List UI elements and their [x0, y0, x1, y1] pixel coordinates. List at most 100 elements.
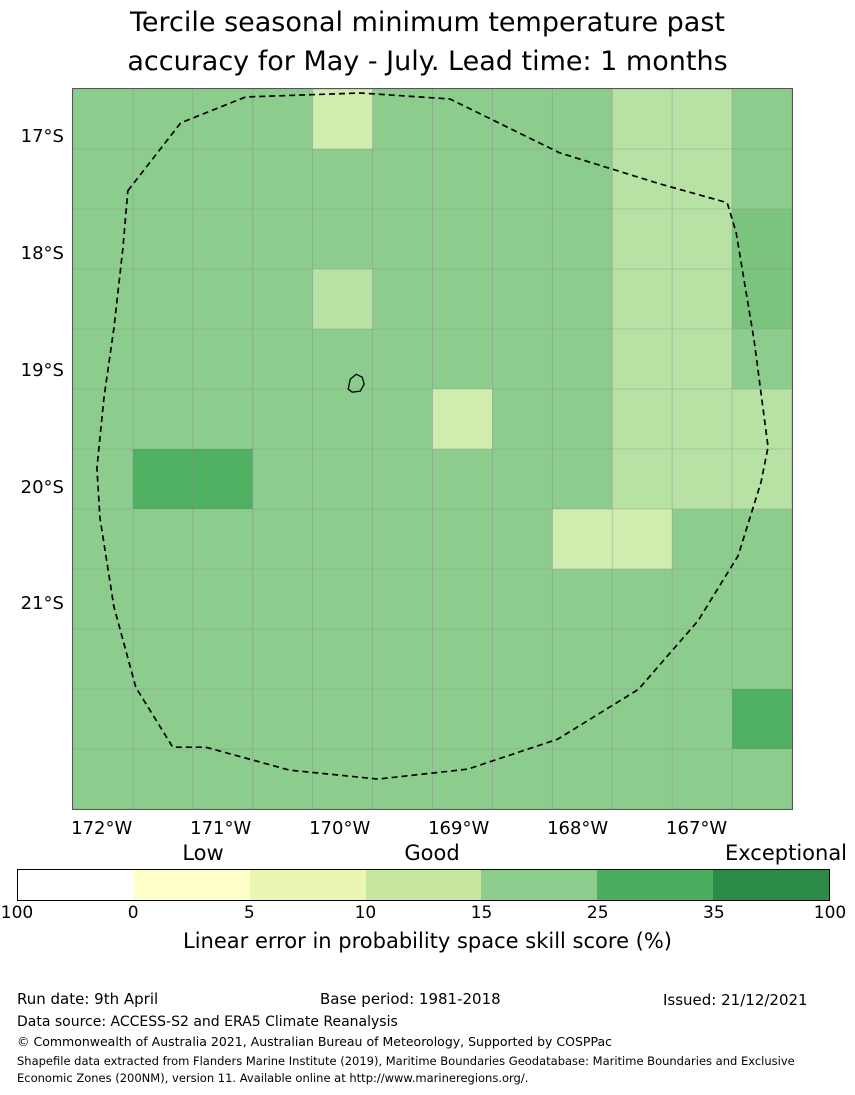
- map-cell: [492, 209, 553, 270]
- map-cell: [192, 568, 254, 630]
- map-cell: [552, 688, 613, 750]
- map-cell: [552, 449, 613, 510]
- map-cell: [612, 389, 673, 450]
- y-axis-tick-label: 21°S: [20, 593, 64, 615]
- map-cell: [612, 568, 673, 630]
- map-cell: [312, 688, 374, 750]
- map-cell: [312, 389, 374, 450]
- map-cell: [372, 748, 434, 809]
- y-axis-tick-label: 19°S: [20, 359, 64, 381]
- colorbar-tick-label: 100: [813, 903, 847, 923]
- map-cell: [492, 508, 553, 570]
- map-cell: [432, 329, 494, 390]
- colorbar-axis-label: Linear error in probability space skill …: [183, 929, 672, 953]
- map-cell: [252, 449, 314, 510]
- map-cell: [252, 568, 314, 630]
- colorbar-segment: [133, 870, 250, 900]
- map-cell: [492, 389, 553, 450]
- map-cell: [552, 568, 613, 630]
- map-cell: [252, 628, 314, 690]
- map-cell: [552, 209, 613, 270]
- map-cell: [612, 449, 673, 510]
- map-cell: [192, 209, 254, 270]
- map-cell: [73, 269, 134, 330]
- map-cell: [132, 508, 194, 570]
- map-cell: [612, 628, 673, 690]
- map-cell: [732, 568, 792, 630]
- map-cell: [432, 209, 494, 270]
- map-cell: [132, 209, 194, 270]
- map-cell: [432, 149, 494, 210]
- map-cell: [672, 628, 733, 690]
- map-cell: [312, 89, 374, 150]
- map-cell: [552, 89, 613, 150]
- map-cell: [312, 149, 374, 210]
- y-axis-tick-label: 18°S: [20, 242, 64, 264]
- map-cell: [73, 89, 134, 150]
- colorbar: [17, 869, 830, 901]
- map-cell: [192, 89, 254, 150]
- map-cell: [612, 209, 673, 270]
- x-axis-tick-label: 169°W: [428, 818, 490, 839]
- colorbar-tick-label: 10: [354, 903, 377, 923]
- map-cell: [192, 449, 254, 510]
- map-cell: [312, 628, 374, 690]
- map-cell: [132, 449, 194, 510]
- map-cell: [132, 89, 194, 150]
- map-cell: [252, 389, 314, 450]
- map-cell: [372, 89, 434, 150]
- map-cell: [732, 329, 792, 390]
- map-cell: [73, 688, 134, 750]
- map-cell: [252, 688, 314, 750]
- map-cell: [192, 508, 254, 570]
- island-outline: [347, 373, 365, 393]
- map-cell: [132, 149, 194, 210]
- map-cell: [132, 568, 194, 630]
- map-cell: [252, 209, 314, 270]
- map-cell: [552, 508, 613, 570]
- map-cell: [132, 688, 194, 750]
- colorbar-tick-label: 35: [703, 903, 725, 923]
- map-cell: [372, 389, 434, 450]
- colorbar-segment: [249, 870, 366, 900]
- copyright-text: © Commonwealth of Australia 2021, Austra…: [17, 1034, 612, 1049]
- map-cell: [732, 269, 792, 330]
- colorbar-qualitative-label: Low: [182, 841, 224, 865]
- map-cell: [432, 269, 494, 330]
- map-cell: [312, 449, 374, 510]
- map-cell: [672, 508, 733, 570]
- map-cell: [672, 748, 733, 809]
- map-cell: [672, 688, 733, 750]
- map-cell: [372, 449, 434, 510]
- map-cell: [192, 688, 254, 750]
- map-cell: [192, 329, 254, 390]
- map-cell: [73, 748, 134, 809]
- map-cell: [372, 269, 434, 330]
- run-date-text: Run date: 9th April: [17, 990, 159, 1008]
- x-axis-tick-label: 168°W: [547, 818, 609, 839]
- map-cell: [132, 389, 194, 450]
- map-cell: [432, 568, 494, 630]
- map-cell: [492, 269, 553, 330]
- y-axis-tick-label: 17°S: [20, 126, 64, 148]
- map-cell: [252, 508, 314, 570]
- map-cell: [192, 628, 254, 690]
- colorbar-segment: [365, 870, 482, 900]
- map-cell: [252, 748, 314, 809]
- map-cell: [73, 449, 134, 510]
- map-cells: [73, 89, 792, 809]
- map-cell: [672, 449, 733, 510]
- map-cell: [73, 568, 134, 630]
- chart-title: Tercile seasonal minimum temperature pas…: [0, 3, 855, 81]
- colorbar-segment: [481, 870, 598, 900]
- map-cell: [672, 389, 733, 450]
- map-cell: [132, 628, 194, 690]
- map-cell: [732, 89, 792, 150]
- colorbar-qualitative-label: Good: [404, 841, 460, 865]
- map-cell: [192, 149, 254, 210]
- map-cell: [192, 269, 254, 330]
- map-cell: [372, 329, 434, 390]
- map-cell: [492, 149, 553, 210]
- map-cell: [492, 628, 553, 690]
- map-cell: [312, 209, 374, 270]
